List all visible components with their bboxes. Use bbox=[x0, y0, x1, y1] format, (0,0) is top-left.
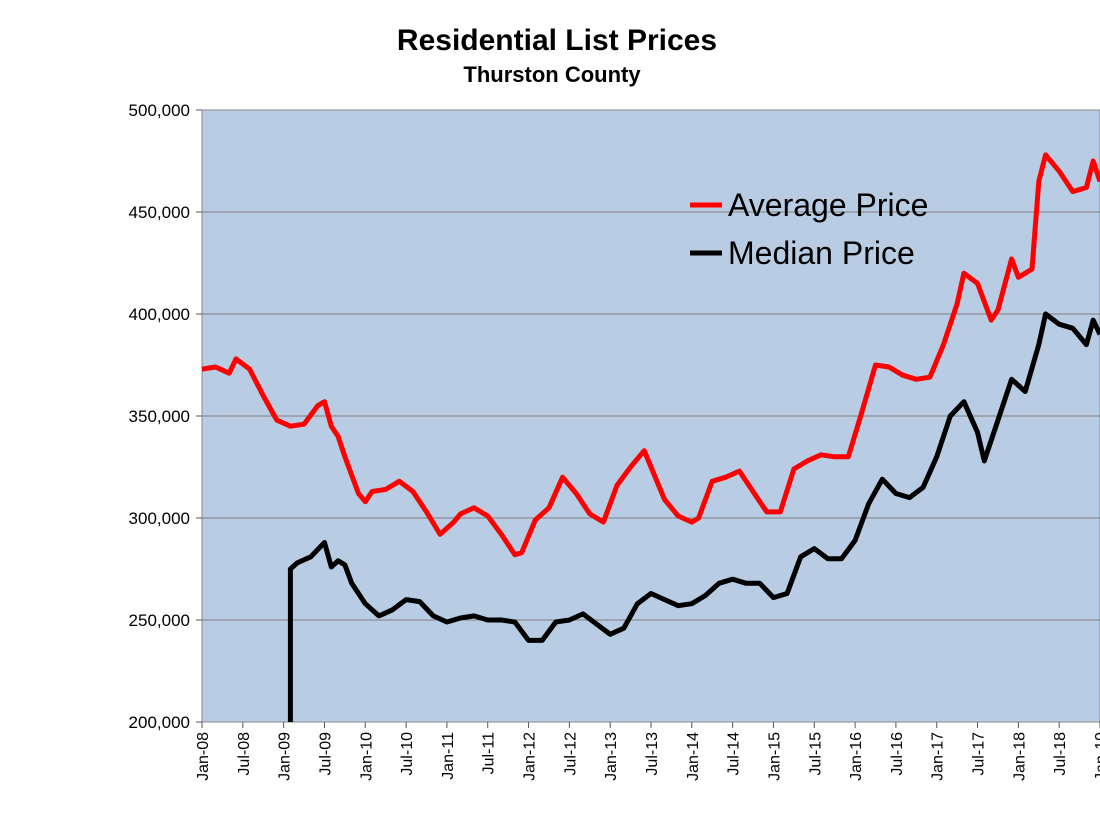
gridlines bbox=[202, 211, 1100, 621]
y-tick-label: 450,000 bbox=[129, 203, 190, 222]
x-tick-label: Jul-11 bbox=[481, 732, 498, 774]
y-tick-label: 400,000 bbox=[129, 305, 190, 324]
chart-title: Residential List Prices bbox=[397, 24, 717, 57]
legend-label-median: Median Price bbox=[728, 235, 915, 271]
legend: Average Price Median Price bbox=[690, 187, 928, 271]
x-tick-label: Jul-08 bbox=[236, 732, 253, 776]
series-group bbox=[201, 152, 1100, 722]
x-tick-label: Jan-12 bbox=[522, 732, 539, 781]
x-tick-label: Jul-14 bbox=[726, 732, 743, 776]
x-tick-label: Jan-11 bbox=[440, 732, 457, 780]
x-tick-label: Jan-17 bbox=[930, 732, 947, 781]
chart-subtitle: Thurston County bbox=[463, 62, 641, 87]
y-tick-label: 250,000 bbox=[129, 611, 190, 630]
series-line-average-price bbox=[201, 152, 1100, 558]
y-tick-label: 350,000 bbox=[129, 407, 190, 426]
x-tick-label: Jul-09 bbox=[317, 732, 334, 776]
x-tick-label: Jul-16 bbox=[889, 732, 906, 776]
x-tick-label: Jan-19 bbox=[1093, 732, 1100, 781]
x-tick-label: Jan-18 bbox=[1011, 732, 1028, 781]
x-tick-label: Jan-15 bbox=[766, 732, 783, 781]
series-line-median-price bbox=[287, 311, 1100, 722]
x-tick-label: Jan-10 bbox=[358, 732, 375, 781]
x-tick-label: Jan-08 bbox=[195, 732, 212, 781]
y-axis: 200,000 250,000 300,000 350,000 400,000 450,0… bbox=[129, 101, 202, 732]
x-tick-label: Jul-12 bbox=[562, 732, 579, 776]
legend-label-average: Average Price bbox=[728, 187, 928, 223]
x-tick-label: Jan-14 bbox=[685, 732, 702, 781]
y-tick-label: 300,000 bbox=[129, 509, 190, 528]
y-tick-label: 500,000 bbox=[129, 101, 190, 120]
x-tick-label: Jul-15 bbox=[807, 732, 824, 776]
x-tick-label: Jan-13 bbox=[603, 732, 620, 781]
x-tick-label: Jul-13 bbox=[644, 732, 661, 776]
x-tick-label: Jul-17 bbox=[971, 732, 988, 776]
x-tick-label: Jul-18 bbox=[1052, 732, 1069, 776]
x-tick-label: Jul-10 bbox=[399, 732, 416, 776]
x-tick-label: Jan-16 bbox=[848, 732, 865, 781]
x-tick-label: Jan-09 bbox=[277, 732, 294, 781]
x-axis: Jan-08 Jul-08 Jan-09 Jul-09 Jan-10 Jul-10 Jan-… bbox=[195, 722, 1100, 781]
y-tick-label: 200,000 bbox=[129, 713, 190, 732]
